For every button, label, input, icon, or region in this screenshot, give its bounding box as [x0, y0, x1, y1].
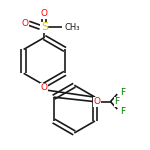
Text: F: F	[120, 88, 125, 97]
Text: CH₃: CH₃	[65, 23, 80, 32]
Text: O: O	[93, 97, 100, 106]
Text: S: S	[41, 22, 48, 32]
Text: O: O	[41, 9, 48, 18]
Text: F: F	[120, 107, 125, 116]
Text: O: O	[22, 19, 29, 28]
Text: F: F	[115, 97, 120, 106]
Text: O: O	[41, 83, 48, 92]
